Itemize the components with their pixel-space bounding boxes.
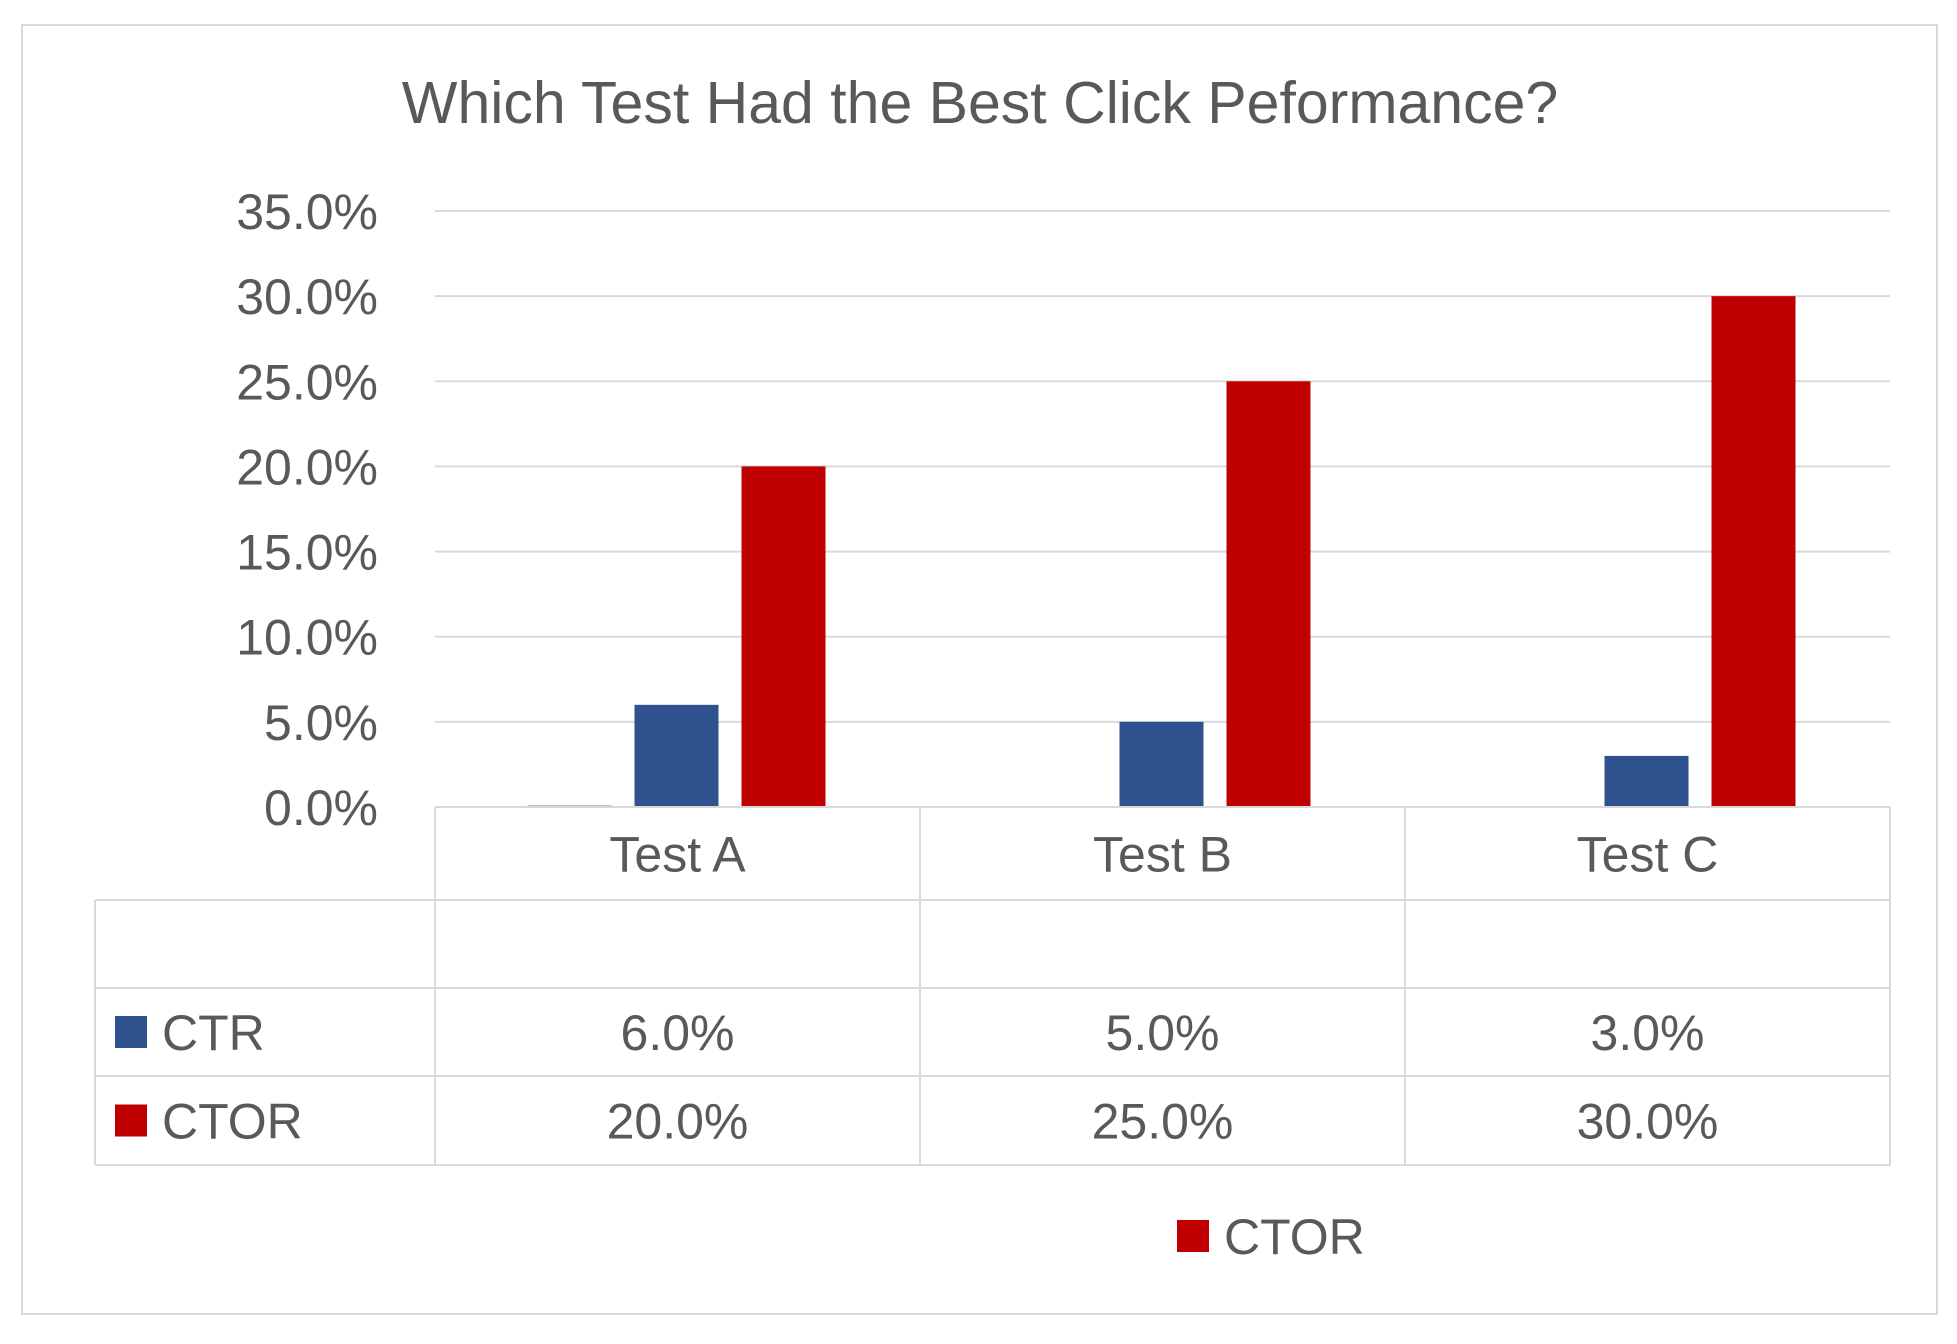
- y-tick-label: 20.0%: [236, 439, 378, 495]
- y-tick-label: 5.0%: [264, 695, 378, 751]
- y-tick-label: 10.0%: [236, 610, 378, 666]
- table-cell-value: 5.0%: [1106, 1005, 1220, 1061]
- bar-ctr: [1119, 721, 1204, 807]
- table-cell-value: 6.0%: [621, 1005, 735, 1061]
- table-series-name: CTOR: [162, 1094, 303, 1150]
- category-label: Test C: [1577, 827, 1719, 883]
- legend-label: CTOR: [1224, 1209, 1365, 1265]
- legend: CTOR: [1177, 1209, 1365, 1265]
- legend-key-ctor: [1177, 1220, 1209, 1252]
- y-tick-label: 0.0%: [264, 780, 378, 836]
- y-tick-label: 30.0%: [236, 269, 378, 325]
- bars: [527, 296, 1796, 807]
- table-cell-value: 30.0%: [1577, 1094, 1719, 1150]
- y-tick-label: 15.0%: [236, 525, 378, 581]
- y-tick-label: 25.0%: [236, 354, 378, 410]
- category-label: Test A: [609, 827, 746, 883]
- chart-border: [21, 24, 1938, 1315]
- table-legend-key-ctr: [115, 1016, 147, 1048]
- chart-title: Which Test Had the Best Click Peformance…: [402, 70, 1558, 136]
- table-legend-key-ctor: [115, 1104, 147, 1137]
- table-cell-value: 25.0%: [1092, 1094, 1234, 1150]
- y-axis-ticks: 0.0% 5.0% 10.0% 15.0% 20.0% 25.0% 30.0% 35.0%: [236, 184, 378, 836]
- table-cell-value: 3.0%: [1591, 1005, 1705, 1061]
- bar-ctr: [634, 704, 719, 807]
- category-label: Test B: [1093, 827, 1232, 883]
- y-tick-label: 35.0%: [236, 184, 378, 240]
- table-cell-value: 20.0%: [607, 1094, 749, 1150]
- bar-ctr: [1604, 755, 1689, 807]
- data-table: Test A Test B Test C CTR 6.0% 5.0% 3.0% CTOR 20.…: [94, 806, 1891, 1166]
- bar-ctor: [741, 466, 826, 807]
- table-series-name: CTR: [162, 1005, 265, 1061]
- bar-ctor: [1226, 381, 1311, 807]
- bar-ctor: [1711, 296, 1796, 807]
